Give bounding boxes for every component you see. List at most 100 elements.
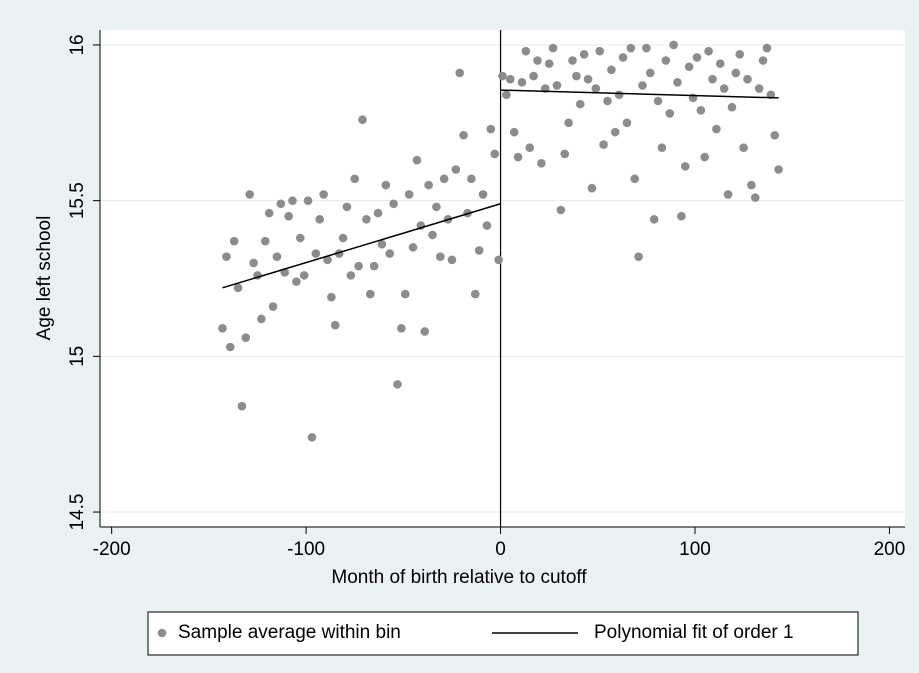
scatter-point bbox=[595, 46, 605, 56]
scatter-point bbox=[708, 74, 717, 84]
scatter-point bbox=[502, 90, 511, 100]
fit-line bbox=[222, 89, 779, 289]
scatter-point bbox=[712, 124, 721, 134]
scatter-point bbox=[642, 43, 651, 53]
y-tick-label: 15 bbox=[67, 346, 88, 367]
scatter-point bbox=[420, 327, 430, 336]
scatter-point bbox=[622, 118, 632, 128]
scatter-point bbox=[260, 236, 270, 246]
scatter-point bbox=[346, 271, 356, 280]
scatter-point bbox=[599, 140, 608, 149]
scatter-point bbox=[719, 84, 729, 93]
scatter-point bbox=[692, 53, 702, 62]
scatter-point bbox=[447, 255, 457, 265]
scatter-point bbox=[638, 81, 647, 90]
scatter-point bbox=[630, 174, 640, 184]
scatter-point bbox=[299, 271, 309, 280]
scatter-point bbox=[268, 302, 278, 311]
scatter-point bbox=[225, 342, 235, 352]
scatter-point bbox=[525, 143, 535, 153]
scatter-point bbox=[338, 233, 348, 243]
scatter-point bbox=[572, 71, 581, 81]
scatter-point bbox=[537, 158, 546, 168]
scatter-point bbox=[743, 74, 752, 84]
scatter-point bbox=[249, 258, 258, 268]
scatter-point bbox=[373, 208, 383, 218]
scatter-point bbox=[478, 190, 488, 199]
scatter-point bbox=[494, 255, 503, 265]
scatter-point bbox=[548, 43, 558, 53]
scatter-point bbox=[474, 246, 484, 255]
scatter-point bbox=[731, 68, 741, 78]
scatter-point bbox=[649, 215, 659, 224]
scatter-point bbox=[556, 205, 566, 215]
scatter-point bbox=[591, 84, 601, 93]
scatter-point bbox=[758, 56, 768, 65]
scatter-point bbox=[362, 215, 371, 224]
scatter-point bbox=[657, 143, 667, 153]
y-tick-label: 15.5 bbox=[67, 182, 88, 219]
scatter-point bbox=[264, 208, 274, 218]
scatter-point bbox=[715, 59, 725, 68]
scatter-point bbox=[439, 174, 449, 184]
scatter-point bbox=[552, 81, 562, 90]
scatter-point bbox=[634, 252, 643, 262]
scatter-point bbox=[428, 230, 437, 240]
scatter-point bbox=[750, 193, 760, 202]
scatter-point bbox=[241, 333, 251, 342]
scatter-point bbox=[727, 102, 737, 112]
scatter-point bbox=[397, 324, 406, 333]
scatter-point bbox=[307, 433, 317, 442]
scatter-point bbox=[315, 215, 325, 224]
scatter-point bbox=[645, 68, 655, 78]
y-tick-label: 16 bbox=[67, 34, 88, 55]
scatter-point bbox=[257, 314, 266, 324]
scatter-point bbox=[735, 49, 745, 59]
scatter-point bbox=[739, 143, 748, 153]
scatter-point bbox=[610, 127, 620, 137]
scatter-point bbox=[404, 190, 414, 199]
scatter-point bbox=[762, 43, 772, 53]
scatter-point bbox=[665, 109, 675, 118]
scatter-point bbox=[245, 190, 255, 199]
marks bbox=[218, 30, 783, 527]
scatter-point bbox=[393, 380, 402, 389]
scatter-point bbox=[459, 130, 468, 140]
legend-label: Polynomial fit of order 1 bbox=[594, 622, 794, 643]
x-tick-label: 200 bbox=[874, 539, 906, 560]
scatter-point bbox=[276, 199, 286, 209]
scatter-point bbox=[377, 239, 387, 249]
grid bbox=[100, 44, 905, 513]
scatter-point bbox=[505, 74, 515, 84]
scatter-point bbox=[358, 115, 367, 124]
scatter-point bbox=[408, 243, 418, 252]
scatter-point bbox=[513, 152, 523, 162]
scatter-point bbox=[389, 199, 398, 209]
scatter-point bbox=[618, 53, 628, 62]
scatter-point bbox=[455, 68, 465, 78]
legend-marker bbox=[157, 628, 167, 638]
scatter-point bbox=[229, 236, 239, 246]
scatter-point bbox=[237, 401, 247, 411]
scatter-point bbox=[607, 65, 616, 75]
scatter-point bbox=[222, 252, 231, 262]
scatter-point bbox=[696, 106, 706, 115]
scatter-point bbox=[451, 165, 461, 174]
legend-label: Sample average within bin bbox=[178, 622, 401, 643]
scatter-point bbox=[330, 320, 340, 330]
scatter-point bbox=[673, 78, 682, 87]
scatter-point bbox=[723, 190, 733, 199]
scatter-point bbox=[529, 71, 538, 81]
scatter-point bbox=[354, 261, 363, 271]
scatter-point bbox=[381, 180, 391, 190]
scatter-point bbox=[233, 283, 243, 293]
scatter-point bbox=[677, 211, 686, 221]
scatter-point bbox=[303, 196, 313, 205]
scatter-point bbox=[369, 261, 379, 271]
scatter-point bbox=[486, 124, 496, 134]
scatter-point bbox=[770, 130, 780, 140]
scatter-point bbox=[350, 174, 360, 184]
scatter-point bbox=[661, 56, 671, 65]
scatter-point bbox=[218, 324, 227, 333]
scatter-point bbox=[653, 96, 663, 106]
